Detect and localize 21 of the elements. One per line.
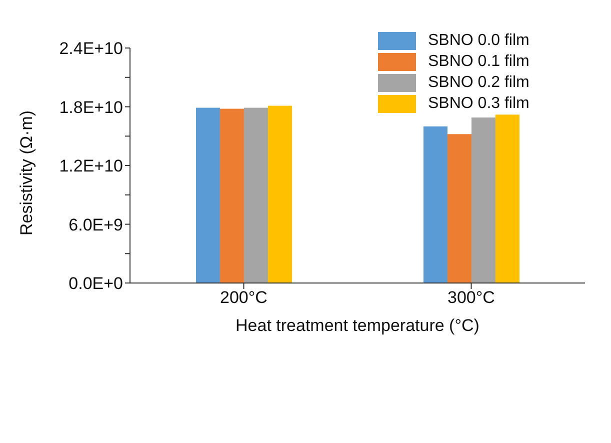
bar bbox=[447, 134, 472, 283]
legend-label: SBNO 0.2 film bbox=[428, 73, 530, 92]
bar bbox=[471, 118, 496, 283]
legend-label: SBNO 0.3 film bbox=[428, 94, 530, 113]
x-tick-label: 300°C bbox=[448, 288, 495, 308]
x-tick-label: 200°C bbox=[220, 288, 268, 308]
bar bbox=[268, 106, 292, 283]
y-tick-label: 1.2E+10 bbox=[59, 156, 123, 176]
bar bbox=[244, 108, 268, 283]
y-tick-label: 0.0E+0 bbox=[68, 274, 123, 294]
y-tick-label: 1.8E+10 bbox=[59, 98, 123, 117]
bar bbox=[423, 126, 448, 283]
x-axis-title: Heat treatment temperature (°C) bbox=[236, 316, 480, 335]
y-axis-title: Resistivity (Ω·m) bbox=[17, 110, 36, 236]
bar bbox=[220, 108, 244, 283]
y-tick-label: 2.4E+10 bbox=[59, 39, 123, 58]
legend-label: SBNO 0.0 film bbox=[428, 31, 530, 50]
bar bbox=[196, 108, 220, 283]
bar bbox=[495, 114, 520, 283]
legend-label: SBNO 0.1 film bbox=[428, 52, 530, 71]
y-tick-label: 6.0E+9 bbox=[68, 215, 123, 234]
